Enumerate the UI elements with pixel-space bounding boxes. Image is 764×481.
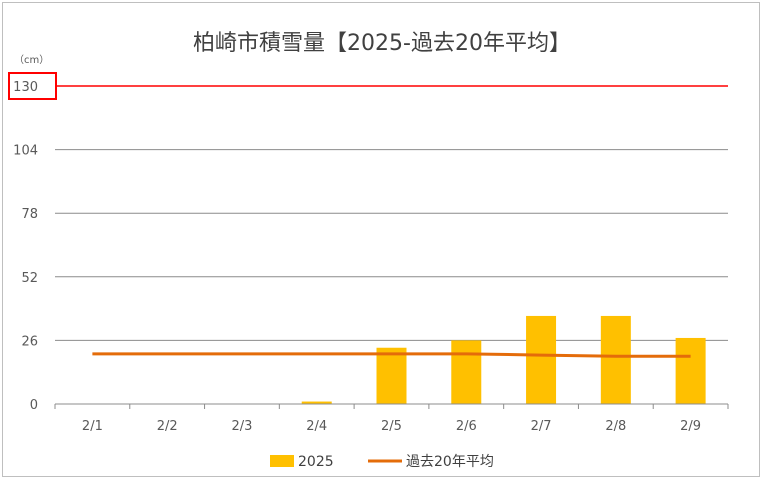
chart-title: 柏崎市積雪量【2025-過去20年平均】 bbox=[193, 31, 571, 56]
legend-label-average: 過去20年平均 bbox=[406, 454, 494, 470]
y-tick-label: 52 bbox=[21, 271, 38, 286]
x-tick-label: 2/7 bbox=[531, 419, 552, 434]
y-tick-label: 130 bbox=[13, 80, 38, 95]
x-tick-label: 2/1 bbox=[82, 419, 103, 434]
average-line bbox=[92, 352, 691, 358]
bar-series bbox=[301, 315, 706, 404]
y-tick-label: 104 bbox=[13, 144, 38, 159]
x-axis bbox=[54, 403, 729, 409]
y-tick-label: 0 bbox=[30, 398, 38, 413]
bar-2/4 bbox=[301, 401, 332, 404]
legend-swatch-2025 bbox=[270, 455, 294, 467]
y-tick-labels: 0 26 52 78 104 130 bbox=[8, 72, 57, 413]
line-series bbox=[92, 352, 691, 358]
bar-2/5 bbox=[376, 347, 407, 404]
y-tick-label: 26 bbox=[21, 334, 38, 349]
bar-2/7 bbox=[526, 315, 557, 404]
y-axis-unit-label: （cm） bbox=[14, 54, 49, 66]
x-tick-label: 2/4 bbox=[306, 419, 327, 434]
gridlines bbox=[55, 149, 728, 341]
bar-2/9 bbox=[675, 337, 706, 404]
x-tick-label: 2/8 bbox=[605, 419, 626, 434]
x-tick-label: 2/6 bbox=[456, 419, 477, 434]
x-tick-label: 2/3 bbox=[231, 419, 252, 434]
x-tick-label: 2/2 bbox=[157, 419, 178, 434]
legend-label-2025: 2025 bbox=[298, 454, 334, 470]
x-tick-labels: 2/1 2/2 2/3 2/4 2/5 2/6 2/7 2/8 2/9 bbox=[82, 419, 701, 434]
y-tick-label: 78 bbox=[21, 207, 38, 222]
legend: 2025 過去20年平均 bbox=[270, 454, 494, 470]
x-tick-label: 2/9 bbox=[680, 419, 701, 434]
bar-2/6 bbox=[451, 340, 482, 404]
bar-2/8 bbox=[600, 315, 631, 404]
x-tick-label: 2/5 bbox=[381, 419, 402, 434]
